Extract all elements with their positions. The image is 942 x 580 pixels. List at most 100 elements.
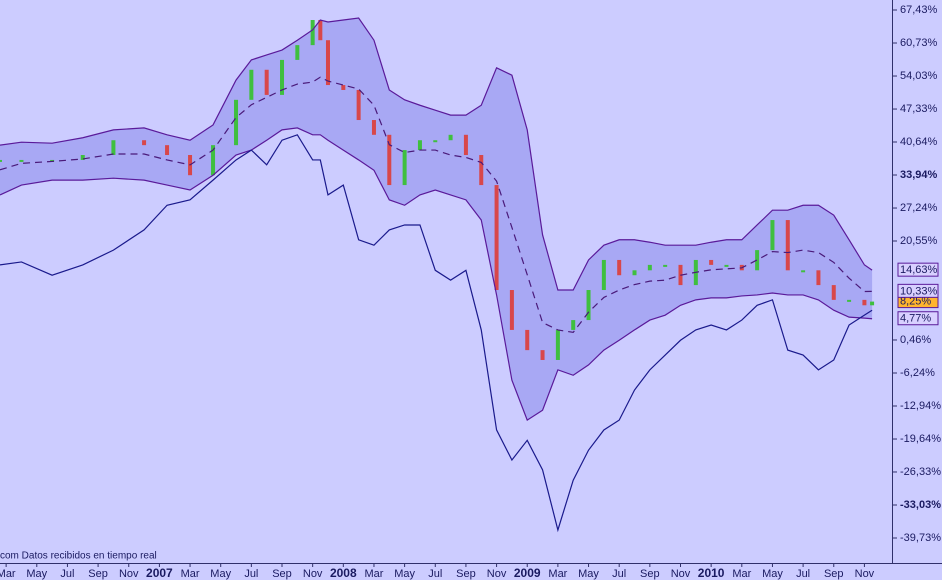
candle: [632, 270, 637, 276]
x-tick-label: Sep: [88, 568, 108, 580]
candle: [463, 134, 468, 156]
y-tick-label: 47,33%: [900, 103, 938, 115]
x-tick-label: Mar: [732, 568, 751, 580]
candle: [295, 45, 300, 60]
x-tick-label: 2010: [698, 566, 725, 580]
candle: [479, 155, 484, 186]
x-tick-label: May: [394, 568, 415, 580]
candle: [831, 285, 836, 300]
x-tick-label: Jul: [428, 568, 442, 580]
last-value-box: [897, 262, 939, 277]
x-tick-label: 2009: [514, 566, 541, 580]
y-tick-label: 27,24%: [900, 202, 938, 214]
candle: [142, 140, 147, 146]
band-fill: [0, 18, 873, 421]
candle: [709, 259, 714, 265]
candle: [525, 329, 530, 351]
candle: [785, 220, 790, 271]
candle: [402, 150, 407, 186]
y-tick-label: 60,73%: [900, 37, 938, 49]
candle: [801, 270, 806, 273]
footer-note: com Datos recibidos en tiempo real: [0, 551, 157, 562]
series-line: [0, 127, 873, 421]
last-value-box: [897, 283, 939, 298]
x-tick-label: Mar: [548, 568, 567, 580]
x-tick-label: Sep: [640, 568, 660, 580]
candle: [356, 89, 361, 121]
candle: [211, 145, 216, 176]
last-value-label: 14,63%: [900, 264, 938, 276]
candle: [433, 140, 438, 143]
x-tick-label: Jul: [244, 568, 258, 580]
y-tick-label: -26,33%: [900, 466, 941, 478]
candle: [509, 290, 514, 330]
candle: [325, 40, 330, 86]
candle: [111, 140, 116, 156]
candle: [341, 85, 346, 90]
candle: [318, 20, 323, 41]
x-tick-label: May: [762, 568, 783, 580]
y-tick-label: -6,24%: [900, 367, 935, 379]
x-tick-label: Nov: [119, 568, 139, 580]
candle: [165, 145, 170, 156]
candle: [494, 185, 499, 291]
y-tick-label: -33,03%: [900, 499, 941, 511]
candle: [816, 270, 821, 286]
x-tick-label: Nov: [855, 568, 875, 580]
candle: [555, 329, 560, 360]
candle: [617, 259, 622, 276]
candle: [19, 159, 24, 162]
candle: [234, 99, 239, 146]
candle: [724, 264, 729, 267]
candle: [755, 250, 760, 271]
x-tick-label: Mar: [181, 568, 200, 580]
y-tick-label: 33,94%: [900, 169, 938, 181]
last-value-label: 4,77%: [900, 313, 931, 325]
candle: [448, 134, 453, 141]
x-tick-label: Sep: [272, 568, 292, 580]
candle: [770, 220, 775, 251]
series-line: [0, 76, 873, 334]
y-tick-label: 40,64%: [900, 136, 938, 148]
series-line: [0, 134, 873, 533]
x-tick-label: Jul: [612, 568, 626, 580]
candle: [870, 301, 875, 306]
plot-area: [0, 17, 875, 533]
candle: [387, 134, 392, 186]
candle: [249, 69, 254, 100]
y-tick-label: 54,03%: [900, 70, 938, 82]
x-tick-label: Nov: [303, 568, 323, 580]
y-tick-label: -19,64%: [900, 433, 941, 445]
x-tick-label: Jul: [796, 568, 810, 580]
y-tick-label: 67,43%: [900, 4, 938, 16]
candle: [571, 320, 576, 330]
x-tick-label: Jul: [60, 568, 74, 580]
series-line: [0, 17, 873, 291]
x-tick-label: 2008: [330, 566, 357, 580]
candle: [310, 20, 315, 46]
candle: [417, 140, 422, 151]
candle: [80, 155, 85, 160]
x-tick-label: Nov: [671, 568, 691, 580]
x-tick-label: Mar: [364, 568, 383, 580]
x-tick-label: Sep: [456, 568, 476, 580]
candle: [540, 350, 545, 360]
candle: [280, 59, 285, 95]
x-tick-label: Nov: [487, 568, 507, 580]
candle: [586, 290, 591, 321]
candle: [371, 120, 376, 135]
y-tick-label: 0,46%: [900, 334, 931, 346]
candle: [601, 259, 606, 291]
last-value-label: 10,33%: [900, 285, 938, 297]
x-tick-label: Mar: [0, 568, 16, 580]
candle: [0, 159, 2, 162]
y-tick-label: -39,73%: [900, 532, 941, 544]
candle: [264, 69, 269, 95]
candle: [663, 264, 668, 267]
candle: [847, 299, 852, 302]
x-tick-label: May: [26, 568, 47, 580]
x-tick-label: May: [578, 568, 599, 580]
candle: [647, 264, 652, 271]
